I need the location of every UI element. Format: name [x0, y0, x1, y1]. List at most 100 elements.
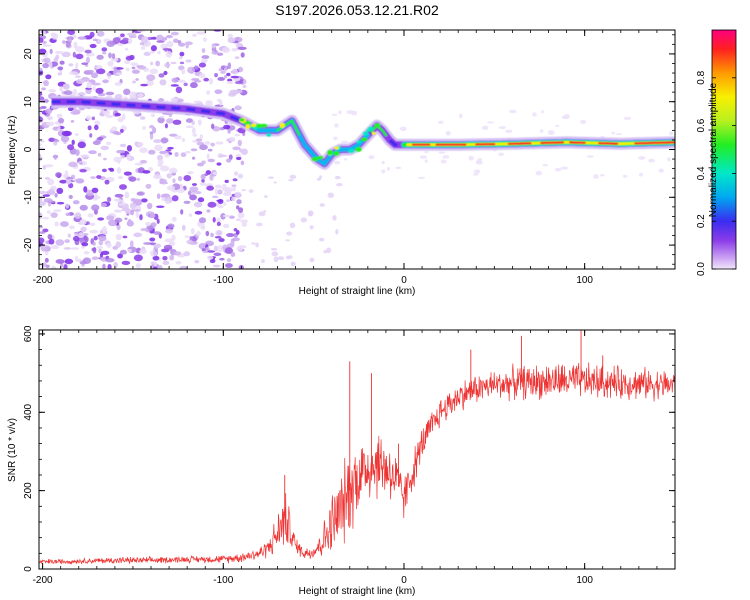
noise-blob	[125, 67, 130, 72]
noise-blob	[181, 224, 186, 231]
noise-blob	[87, 125, 92, 131]
noise-blob	[171, 234, 176, 241]
noise-blob	[166, 41, 174, 48]
noise-blob	[130, 202, 137, 210]
noise-blob	[273, 256, 279, 263]
noise-blob	[201, 248, 206, 252]
noise-blob	[53, 57, 59, 63]
noise-blob	[68, 225, 75, 230]
noise-blob	[83, 250, 90, 255]
noise-blob	[237, 127, 246, 134]
noise-blob	[192, 183, 197, 186]
noise-blob	[98, 235, 107, 242]
noise-blob	[580, 119, 587, 125]
noise-blob	[98, 248, 102, 254]
noise-blob	[174, 135, 182, 140]
noise-blob	[183, 200, 191, 204]
noise-blob	[42, 228, 49, 233]
noise-blob	[127, 248, 132, 253]
noise-blob	[78, 139, 86, 143]
noise-blob	[168, 241, 176, 247]
noise-blob	[179, 51, 185, 57]
spectrogram-x-tick-label: 100	[576, 275, 593, 286]
noise-blob	[185, 118, 194, 123]
noise-blob	[220, 70, 226, 74]
noise-blob	[105, 258, 115, 263]
noise-blob	[225, 199, 231, 202]
noise-blob	[55, 239, 65, 246]
noise-blob	[70, 119, 75, 123]
noise-blob	[290, 261, 296, 267]
noise-blob	[65, 41, 71, 48]
noise-blob	[59, 60, 65, 65]
noise-blob	[172, 119, 182, 125]
noise-blob	[555, 124, 560, 128]
noise-blob	[75, 178, 85, 184]
noise-blob	[498, 152, 505, 157]
noise-blob	[131, 209, 141, 212]
noise-blob	[119, 128, 124, 133]
noise-blob	[261, 259, 265, 264]
noise-blob	[153, 243, 162, 248]
noise-blob	[171, 216, 177, 222]
snr-frame	[38, 329, 676, 570]
noise-blob	[92, 38, 98, 42]
noise-blob	[167, 223, 175, 229]
noise-blob	[236, 199, 242, 205]
noise-blob	[170, 84, 179, 87]
noise-blob	[118, 203, 125, 207]
noise-blob	[89, 222, 96, 226]
noise-blob	[39, 143, 42, 146]
noise-blob	[136, 93, 144, 98]
noise-blob	[106, 196, 112, 202]
noise-blob	[194, 210, 203, 215]
noise-blob	[419, 155, 428, 159]
noise-blob	[42, 194, 51, 197]
noise-blob	[226, 233, 235, 238]
noise-blob	[424, 159, 428, 163]
noise-blob	[157, 154, 164, 161]
colorbar-tick-label: 0.4	[696, 166, 707, 180]
noise-blob	[39, 112, 42, 116]
noise-blob	[156, 40, 165, 43]
noise-blob	[118, 184, 127, 190]
noise-blob	[56, 113, 63, 119]
colorbar-tick-label: 0.2	[696, 214, 707, 228]
noise-blob	[101, 47, 108, 52]
noise-blob	[139, 159, 148, 164]
noise-blob	[185, 125, 194, 129]
noise-blob	[169, 254, 175, 261]
snr-x-tick-label: -200	[33, 575, 53, 586]
noise-blob	[131, 69, 140, 74]
noise-blob	[140, 45, 146, 50]
noise-blob	[103, 157, 107, 161]
noise-blob	[327, 192, 335, 198]
noise-blob	[172, 178, 176, 183]
noise-blob	[475, 160, 479, 164]
snr-y-tick-label: 600	[23, 325, 34, 342]
noise-blob	[77, 36, 87, 40]
noise-blob	[163, 70, 168, 76]
noise-blob	[185, 59, 192, 63]
noise-blob	[212, 126, 221, 132]
noise-blob	[77, 141, 86, 149]
noise-blob	[287, 179, 294, 182]
noise-blob	[71, 139, 75, 146]
noise-blob	[100, 250, 110, 255]
noise-blob	[334, 160, 341, 165]
noise-blob	[67, 233, 72, 238]
noise-blob	[242, 84, 247, 89]
noise-blob	[90, 176, 96, 179]
noise-blob	[126, 153, 132, 160]
noise-blob	[111, 126, 118, 132]
noise-blob	[91, 187, 99, 194]
ridge-hotspot	[356, 140, 362, 144]
snr-plot-area	[39, 330, 675, 569]
snr-panel: -200 -100 0 100 0 200 400 600 Height of straigh…	[7, 325, 676, 597]
noise-blob	[112, 37, 121, 44]
noise-blob	[191, 127, 196, 134]
noise-blob	[221, 46, 231, 53]
noise-blob	[185, 44, 189, 49]
noise-blob	[343, 158, 348, 161]
noise-blob	[65, 179, 72, 185]
